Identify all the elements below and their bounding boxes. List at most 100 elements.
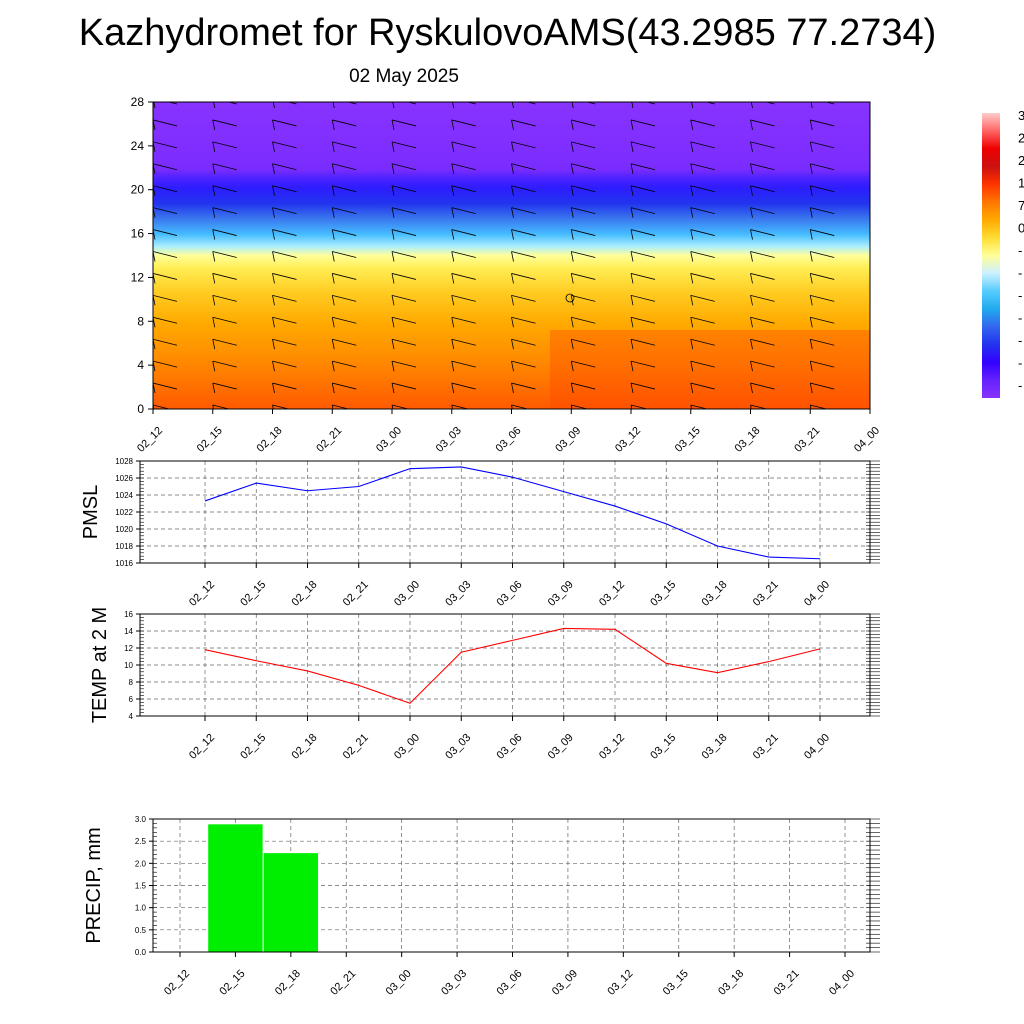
x-tick-label: 03_00 — [374, 425, 404, 455]
y-axis-label: PMSL — [80, 485, 102, 539]
wind-barb-flag — [690, 163, 715, 171]
wind-barb-staff — [391, 361, 395, 372]
wind-barb-flag — [511, 251, 536, 258]
wind-barb-staff — [331, 119, 335, 131]
wind-barb-staff — [212, 317, 216, 328]
wind-barb-staff — [391, 339, 395, 350]
wind-barb-staff — [810, 102, 813, 109]
colorbar-label: 7 — [1018, 198, 1024, 213]
grid — [140, 460, 870, 564]
wind-barb-staff — [511, 273, 514, 284]
wind-barb-staff — [630, 404, 633, 409]
colorbar-label: 2 — [1018, 153, 1024, 168]
wind-barb-flag — [212, 338, 237, 346]
wind-barb-staff — [511, 207, 514, 218]
wind-barb-staff — [272, 102, 275, 109]
wind-barb-flag — [810, 360, 835, 368]
wind-barb-staff — [452, 102, 455, 109]
wind-barb-flag — [153, 316, 178, 324]
wind-barb-flag — [690, 229, 715, 236]
wind-barb-flag — [630, 273, 656, 280]
wind-barb-flag — [272, 185, 297, 193]
x-tick-label: 03_18 — [700, 732, 730, 762]
wind-barb-flag — [511, 294, 536, 302]
wind-barb-flag — [585, 102, 596, 105]
wind-barb-staff — [212, 251, 216, 262]
wind-barb-flag — [511, 273, 536, 280]
wind-barb-staff — [331, 251, 335, 262]
wind-barb-flag — [391, 273, 417, 280]
wind-barb-staff — [451, 185, 455, 196]
wind-barb-flag — [391, 251, 417, 258]
y-tick-label: 1016 — [115, 559, 133, 568]
wind-barb-staff — [451, 251, 455, 262]
wind-barb-staff — [809, 404, 812, 409]
wind-barb-flag — [630, 229, 656, 236]
wind-barb-flag — [212, 185, 237, 193]
wind-barb-flag — [571, 185, 596, 193]
wind-barb-flag — [391, 163, 417, 171]
wind-barb-staff — [272, 404, 274, 409]
wind-barb-flag — [451, 207, 476, 215]
wind-barb-flag — [272, 294, 297, 302]
wind-barb-staff — [331, 404, 334, 409]
colorbar-label: 1 — [1018, 176, 1024, 191]
wind-barb-staff — [630, 229, 634, 240]
wind-barb-staff — [690, 361, 694, 372]
wind-barb-flag — [511, 185, 536, 193]
x-tick-label: 03_18 — [716, 968, 746, 998]
wind-barb-staff — [570, 317, 574, 328]
wind-barb-flag — [571, 229, 596, 236]
wind-barb-staff — [690, 273, 694, 284]
wind-barb-flag — [750, 382, 775, 390]
x-tick-label: 02_21 — [341, 579, 371, 609]
wind-barb-staff — [570, 207, 574, 218]
wind-barb-staff — [570, 119, 574, 131]
colorbar-label: - — [1018, 266, 1022, 281]
colorbar-label: - — [1018, 311, 1022, 326]
wind-barb-flag — [153, 251, 178, 258]
wind-barb-staff — [272, 207, 275, 218]
wind-barb-flag — [212, 163, 237, 171]
wind-barb-staff — [630, 317, 634, 328]
wind-barb-flag — [153, 294, 178, 302]
y-tick-label: 1026 — [115, 474, 133, 483]
chart-title: Kazhydromet for RyskulovoAMS(43.2985 77.… — [78, 12, 937, 54]
wind-barb-staff — [511, 185, 514, 196]
x-tick-label: 02_15 — [195, 425, 225, 455]
wind-barb-flag — [332, 251, 357, 258]
wind-barb-staff — [511, 317, 514, 328]
wind-barb-staff — [809, 295, 813, 306]
y-tick-label: 10 — [124, 661, 133, 670]
wind-barb-flag — [750, 229, 775, 236]
wind-barb-staff — [331, 163, 335, 174]
x-tick-label: 03_06 — [495, 968, 525, 998]
calm-wind-marker — [565, 293, 575, 303]
wind-barb-staff — [630, 163, 634, 174]
wind-barb-flag — [690, 360, 715, 368]
wind-barb-staff — [391, 207, 395, 218]
wind-barb-flag — [451, 360, 476, 368]
y-tick-label: 0.0 — [135, 948, 147, 957]
wind-barb-staff — [212, 339, 216, 350]
wind-barb-staff — [750, 229, 753, 240]
wind-barb-staff — [511, 382, 514, 394]
wind-barb-flag — [391, 338, 417, 346]
wind-barb-staff — [570, 339, 574, 350]
wind-barb-staff — [750, 251, 753, 262]
x-tick-label: 03_00 — [392, 732, 422, 762]
colorbar-label: - — [1018, 243, 1022, 258]
wind-barb-flag — [690, 382, 715, 390]
wind-barb-staff — [272, 185, 275, 196]
wind-barb-staff — [451, 317, 455, 328]
wind-barb-staff — [511, 404, 513, 409]
wind-barb-staff — [690, 251, 694, 262]
wind-barb-flag — [571, 294, 596, 302]
y-tick-label: 20 — [131, 183, 145, 197]
wind-barb-flag — [630, 251, 656, 258]
minor-ticks — [140, 460, 880, 564]
y-tick-label: 8 — [137, 314, 144, 328]
wind-barb-flag — [227, 102, 237, 105]
x-tick-label: 03_00 — [384, 968, 414, 998]
wind-barb-staff — [511, 163, 514, 174]
